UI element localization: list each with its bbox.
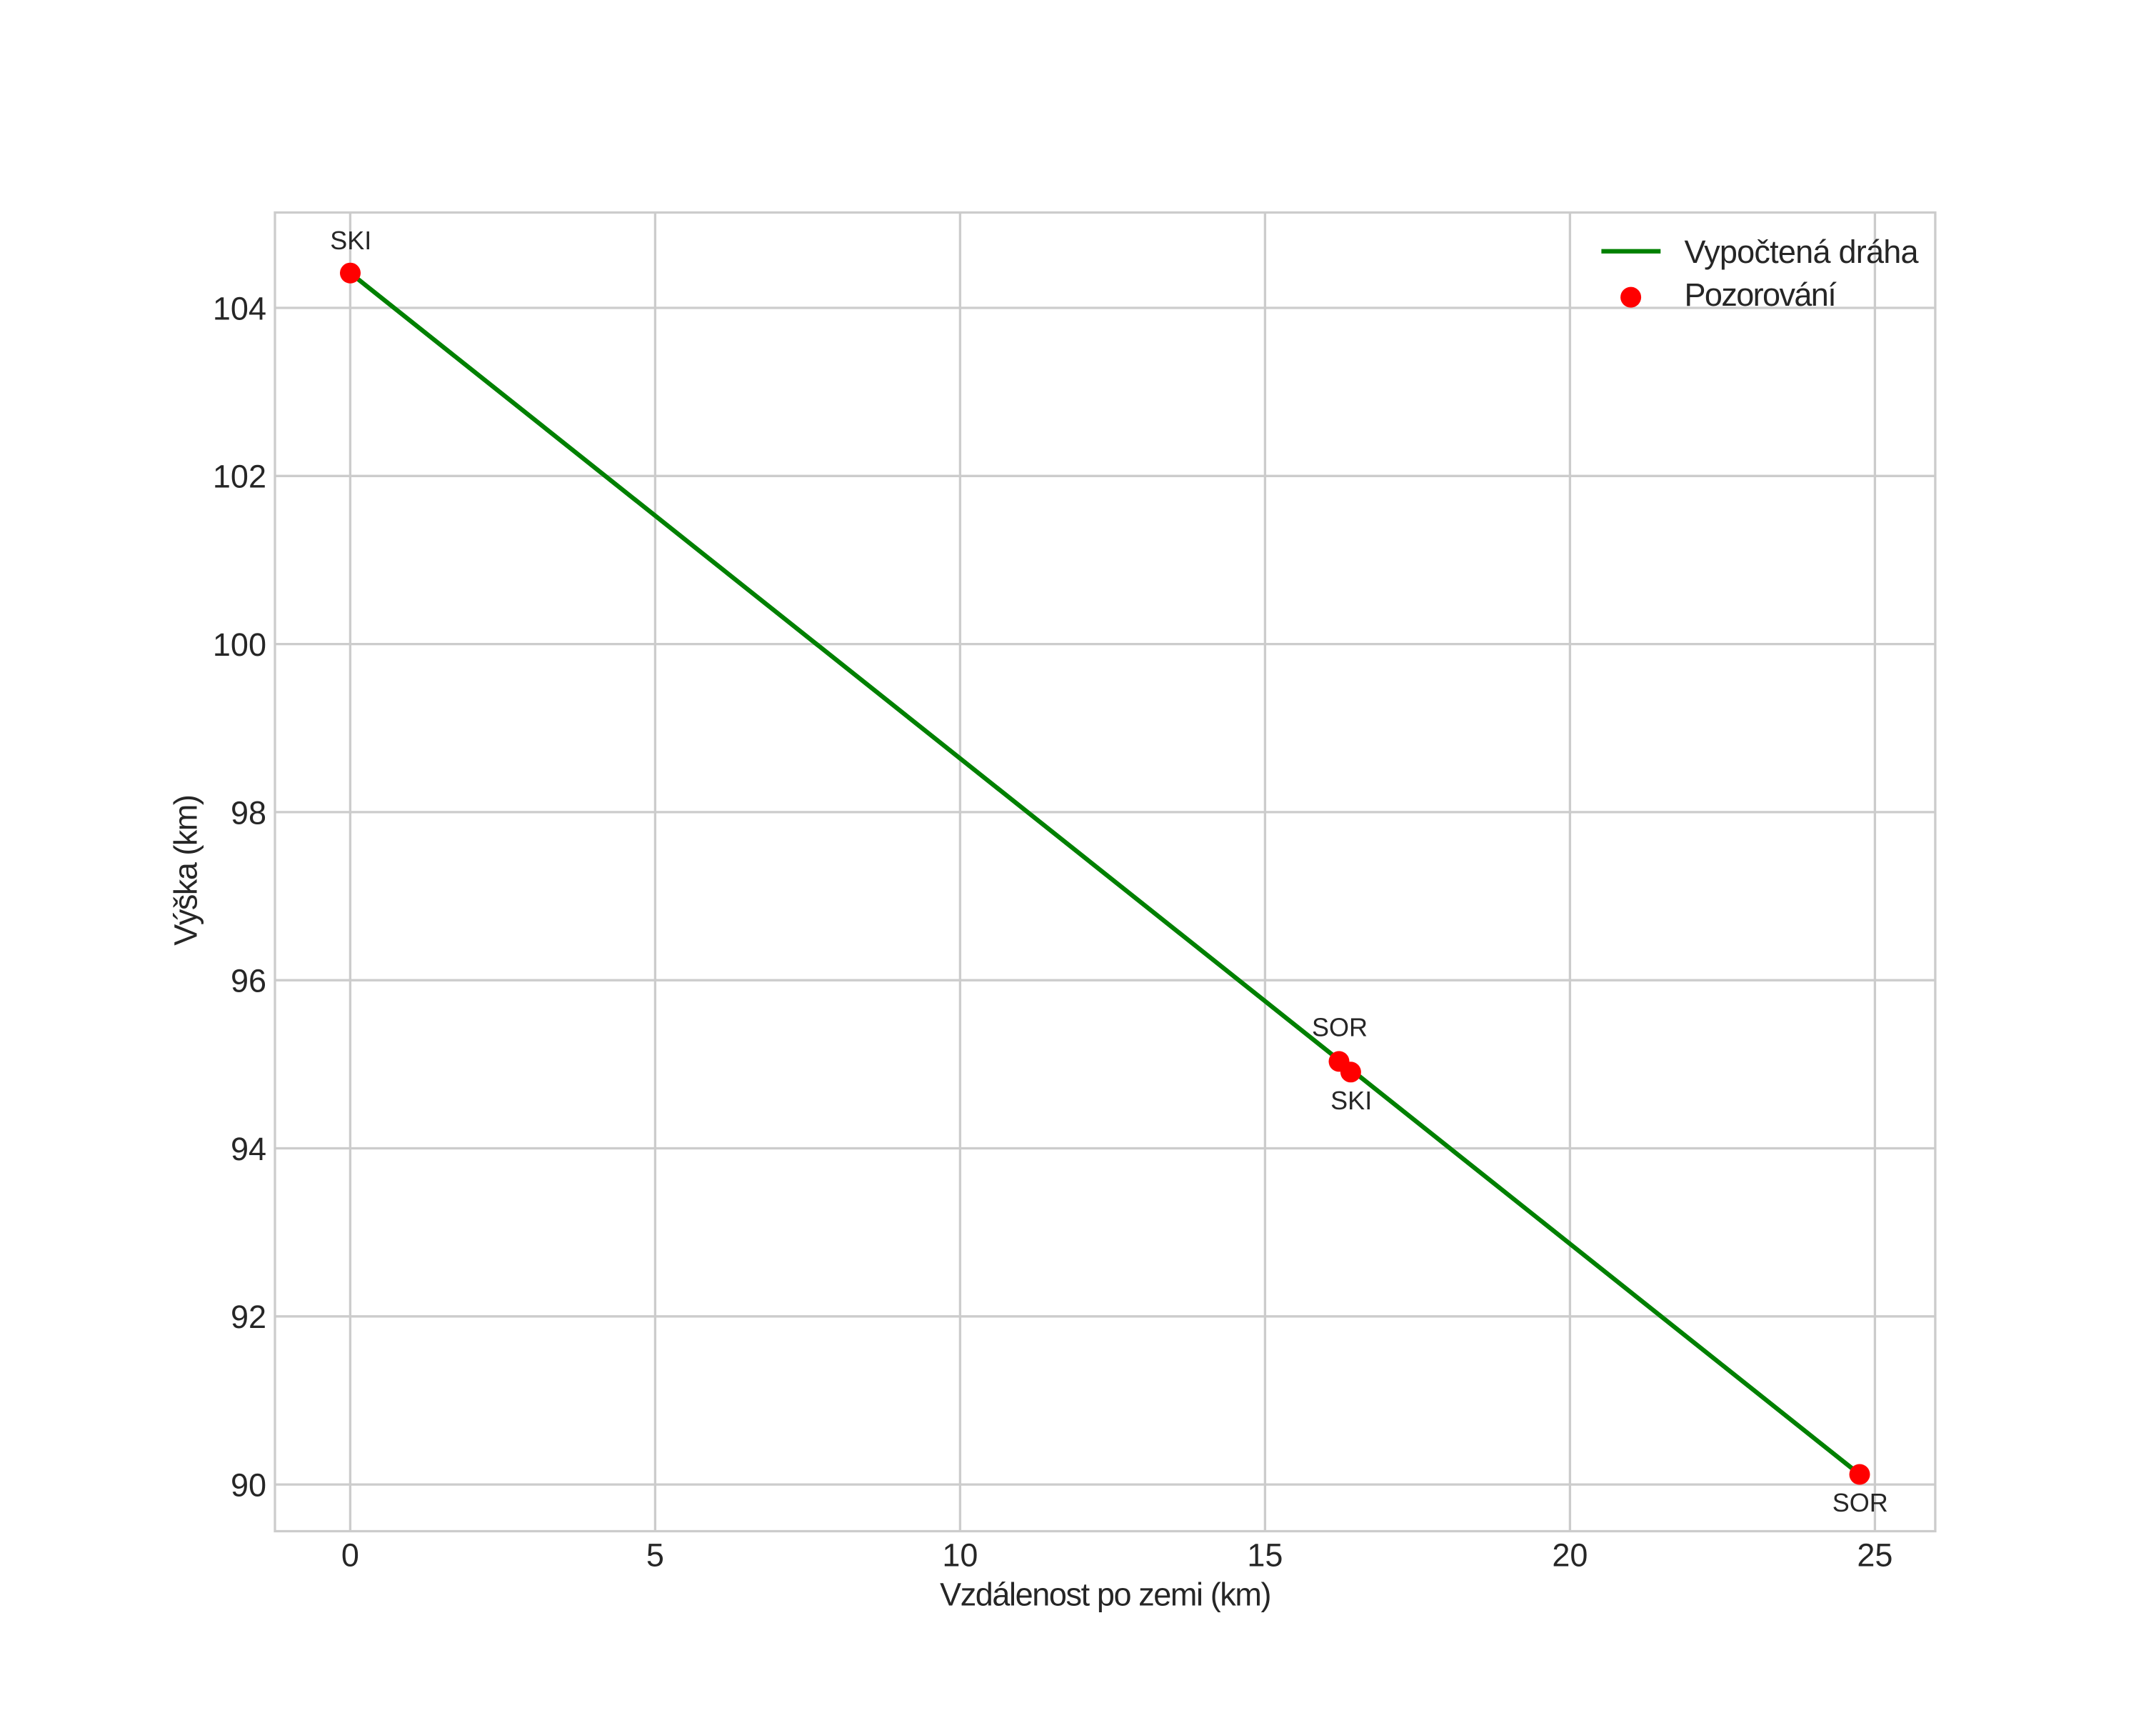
svg-text:92: 92	[231, 1299, 266, 1335]
svg-text:SKI: SKI	[1330, 1086, 1372, 1115]
svg-text:20: 20	[1552, 1537, 1588, 1573]
svg-text:SKI: SKI	[330, 226, 371, 255]
svg-text:94: 94	[231, 1131, 266, 1167]
svg-text:5: 5	[646, 1537, 664, 1573]
svg-text:102: 102	[213, 459, 266, 495]
svg-text:SOR: SOR	[1312, 1013, 1368, 1042]
svg-text:104: 104	[213, 290, 266, 326]
svg-text:0: 0	[341, 1537, 359, 1573]
svg-text:Pozorování: Pozorování	[1685, 276, 1837, 313]
svg-text:10: 10	[942, 1537, 978, 1573]
svg-text:15: 15	[1247, 1537, 1283, 1573]
svg-text:98: 98	[231, 794, 266, 831]
svg-text:25: 25	[1857, 1537, 1892, 1573]
svg-text:90: 90	[231, 1467, 266, 1504]
svg-text:96: 96	[231, 963, 266, 999]
svg-text:SOR: SOR	[1832, 1488, 1888, 1517]
svg-text:Výška (km): Výška (km)	[168, 796, 204, 946]
svg-text:Vzdálenost po zemi (km): Vzdálenost po zemi (km)	[940, 1577, 1270, 1613]
svg-text:Vypočtená dráha: Vypočtená dráha	[1685, 234, 1920, 270]
svg-text:100: 100	[213, 626, 266, 663]
